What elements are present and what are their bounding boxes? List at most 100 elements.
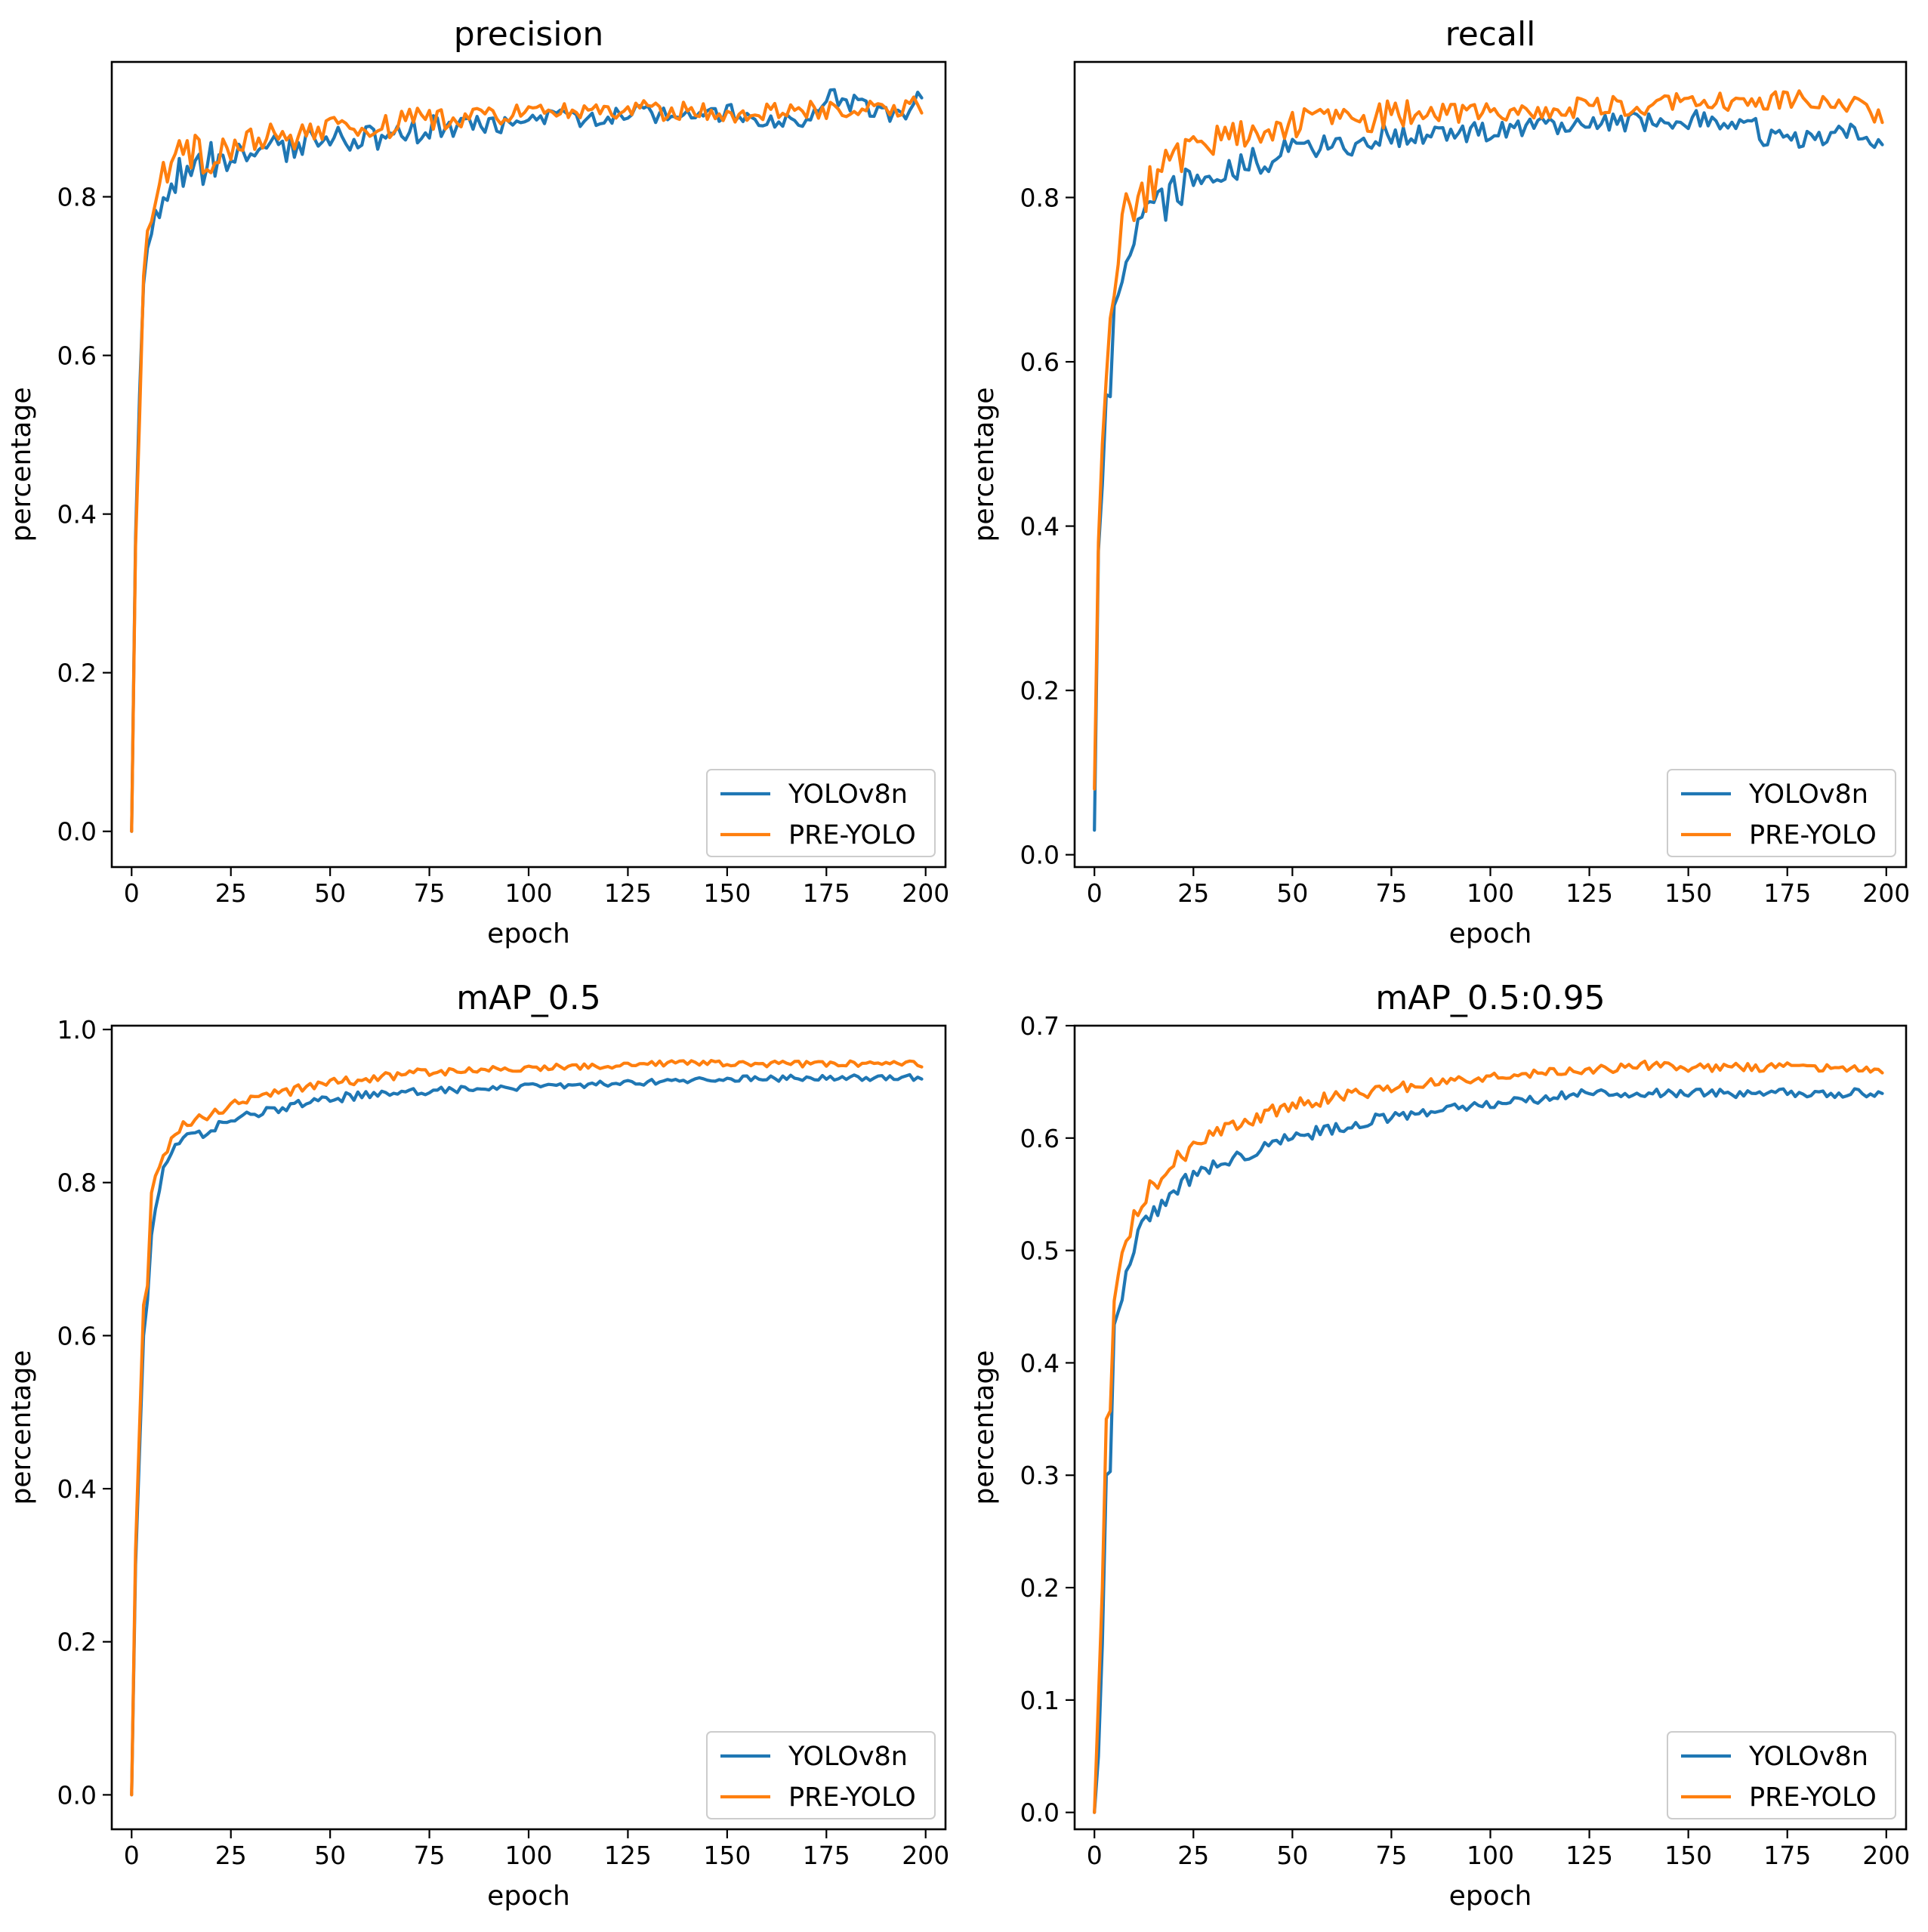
legend-label: YOLOv8n bbox=[788, 779, 908, 810]
x-tick-label: 175 bbox=[803, 878, 850, 908]
x-tick-label: 75 bbox=[414, 1841, 446, 1870]
y-tick-label: 0.2 bbox=[57, 659, 97, 688]
series-line-pre-yolo bbox=[1093, 89, 1884, 791]
y-tick-label: 0.6 bbox=[1020, 1124, 1060, 1153]
y-tick-label: 0.4 bbox=[1020, 1348, 1060, 1378]
legend: YOLOv8n PRE-YOLO bbox=[706, 1731, 936, 1819]
y-tick-label: 0.5 bbox=[1020, 1236, 1060, 1266]
x-tick-label: 150 bbox=[703, 1841, 751, 1870]
series-line-pre-yolo bbox=[130, 95, 924, 833]
x-tick-label: 150 bbox=[1664, 1841, 1712, 1870]
chart-panel-2: 0 25 50 75 100 125 150 175 200 0.0 0.2 0.4 0.6 0.8 rec… bbox=[969, 15, 1910, 949]
y-tick-label: 0.0 bbox=[57, 817, 97, 847]
y-axis-label: percentage bbox=[969, 1350, 1000, 1505]
x-tick-label: 0 bbox=[1087, 878, 1103, 908]
x-tick-label: 25 bbox=[1177, 878, 1209, 908]
x-tick-label: 200 bbox=[1862, 878, 1910, 908]
legend: YOLOv8n PRE-YOLO bbox=[1667, 1731, 1896, 1819]
x-tick-label: 50 bbox=[314, 878, 346, 908]
legend-label: YOLOv8n bbox=[1748, 779, 1868, 810]
y-tick-label: 0.6 bbox=[57, 1321, 97, 1350]
y-tick-label: 0.4 bbox=[57, 1474, 97, 1504]
y-tick-label: 0.6 bbox=[1020, 347, 1060, 377]
series-line-yolov8n bbox=[130, 88, 924, 833]
y-tick-label: 0.0 bbox=[1020, 1798, 1060, 1828]
series-line-yolov8n bbox=[1093, 109, 1884, 832]
x-tick-label: 50 bbox=[1276, 1841, 1308, 1870]
series-line-yolov8n bbox=[1093, 1087, 1884, 1814]
y-tick-label: 0.7 bbox=[1020, 1011, 1060, 1041]
x-tick-label: 50 bbox=[1276, 878, 1308, 908]
x-tick-label: 175 bbox=[803, 1841, 850, 1870]
legend-label: YOLOv8n bbox=[1748, 1742, 1868, 1772]
x-tick-label: 125 bbox=[604, 1841, 652, 1870]
x-tick-label: 0 bbox=[1087, 1841, 1103, 1870]
series-line-pre-yolo bbox=[1093, 1059, 1884, 1814]
x-tick-label: 125 bbox=[1566, 1841, 1613, 1870]
x-tick-label: 25 bbox=[1177, 1841, 1209, 1870]
x-tick-label: 200 bbox=[1862, 1841, 1910, 1870]
x-tick-label: 0 bbox=[124, 878, 140, 908]
chart-title: mAP_0.5 bbox=[456, 979, 600, 1017]
x-tick-label: 200 bbox=[902, 878, 949, 908]
y-tick-label: 0.6 bbox=[57, 341, 97, 371]
y-tick-label: 0.2 bbox=[1020, 676, 1060, 705]
y-tick-label: 0.3 bbox=[1020, 1461, 1060, 1490]
y-tick-label: 0.0 bbox=[57, 1780, 97, 1810]
y-tick-label: 0.8 bbox=[1020, 183, 1060, 212]
plot-frame bbox=[110, 1024, 947, 1831]
legend-label: PRE-YOLO bbox=[1749, 820, 1877, 850]
x-tick-label: 125 bbox=[1566, 878, 1613, 908]
x-tick-label: 175 bbox=[1763, 1841, 1811, 1870]
series-line-pre-yolo bbox=[130, 1058, 924, 1797]
y-tick-label: 0.8 bbox=[57, 183, 97, 212]
x-tick-label: 100 bbox=[1467, 878, 1514, 908]
plot-frame bbox=[110, 60, 947, 869]
plot-frame bbox=[1073, 1024, 1908, 1831]
x-tick-label: 125 bbox=[604, 878, 652, 908]
x-axis-label: epoch bbox=[1449, 918, 1532, 949]
legend: YOLOv8n PRE-YOLO bbox=[1667, 769, 1896, 857]
y-tick-label: 0.4 bbox=[57, 500, 97, 529]
x-axis-label: epoch bbox=[1449, 1881, 1532, 1912]
y-tick-label: 0.4 bbox=[1020, 512, 1060, 542]
x-tick-label: 50 bbox=[314, 1841, 346, 1870]
x-tick-label: 25 bbox=[215, 1841, 247, 1870]
x-tick-label: 25 bbox=[215, 878, 247, 908]
x-axis-label: epoch bbox=[487, 1881, 570, 1912]
x-tick-label: 100 bbox=[1467, 1841, 1514, 1870]
x-tick-label: 150 bbox=[703, 878, 751, 908]
chart-panel-3: 0 25 50 75 100 125 150 175 200 0.0 0.2 0.4 0.6 0.8 1.0… bbox=[6, 979, 949, 1912]
legend-label: PRE-YOLO bbox=[788, 1782, 916, 1813]
series-line-yolov8n bbox=[130, 1072, 924, 1797]
chart-title: recall bbox=[1445, 15, 1536, 54]
x-tick-label: 0 bbox=[124, 1841, 140, 1870]
x-tick-label: 100 bbox=[505, 1841, 553, 1870]
x-tick-label: 200 bbox=[902, 1841, 949, 1870]
chart-title: precision bbox=[454, 15, 604, 54]
x-axis-label: epoch bbox=[487, 918, 570, 949]
y-tick-label: 0.8 bbox=[57, 1168, 97, 1198]
x-tick-label: 75 bbox=[414, 878, 446, 908]
y-axis-label: percentage bbox=[6, 1350, 37, 1505]
legend-label: PRE-YOLO bbox=[788, 820, 916, 850]
x-tick-label: 150 bbox=[1664, 878, 1712, 908]
x-tick-label: 175 bbox=[1763, 878, 1811, 908]
y-tick-label: 1.0 bbox=[57, 1015, 97, 1045]
chart-panel-1: 0 25 50 75 100 125 150 175 200 0.0 0.2 0.4 0.6 0.8 pre… bbox=[6, 15, 949, 949]
chart-title: mAP_0.5:0.95 bbox=[1375, 979, 1605, 1017]
chart-panel-4: 0 25 50 75 100 125 150 175 200 0.0 0.1 0.2 0.3 0.4 0.5… bbox=[969, 979, 1910, 1912]
y-tick-label: 0.2 bbox=[1020, 1573, 1060, 1603]
y-axis-label: percentage bbox=[6, 387, 37, 542]
x-tick-label: 100 bbox=[505, 878, 553, 908]
y-axis-label: percentage bbox=[969, 387, 1000, 542]
y-tick-label: 0.2 bbox=[57, 1628, 97, 1657]
legend: YOLOv8n PRE-YOLO bbox=[706, 769, 936, 857]
y-tick-label: 0.0 bbox=[1020, 841, 1060, 870]
x-tick-label: 75 bbox=[1375, 878, 1407, 908]
legend-label: YOLOv8n bbox=[788, 1742, 908, 1772]
y-tick-label: 0.1 bbox=[1020, 1686, 1060, 1715]
legend-label: PRE-YOLO bbox=[1749, 1782, 1877, 1813]
x-tick-label: 75 bbox=[1375, 1841, 1407, 1870]
